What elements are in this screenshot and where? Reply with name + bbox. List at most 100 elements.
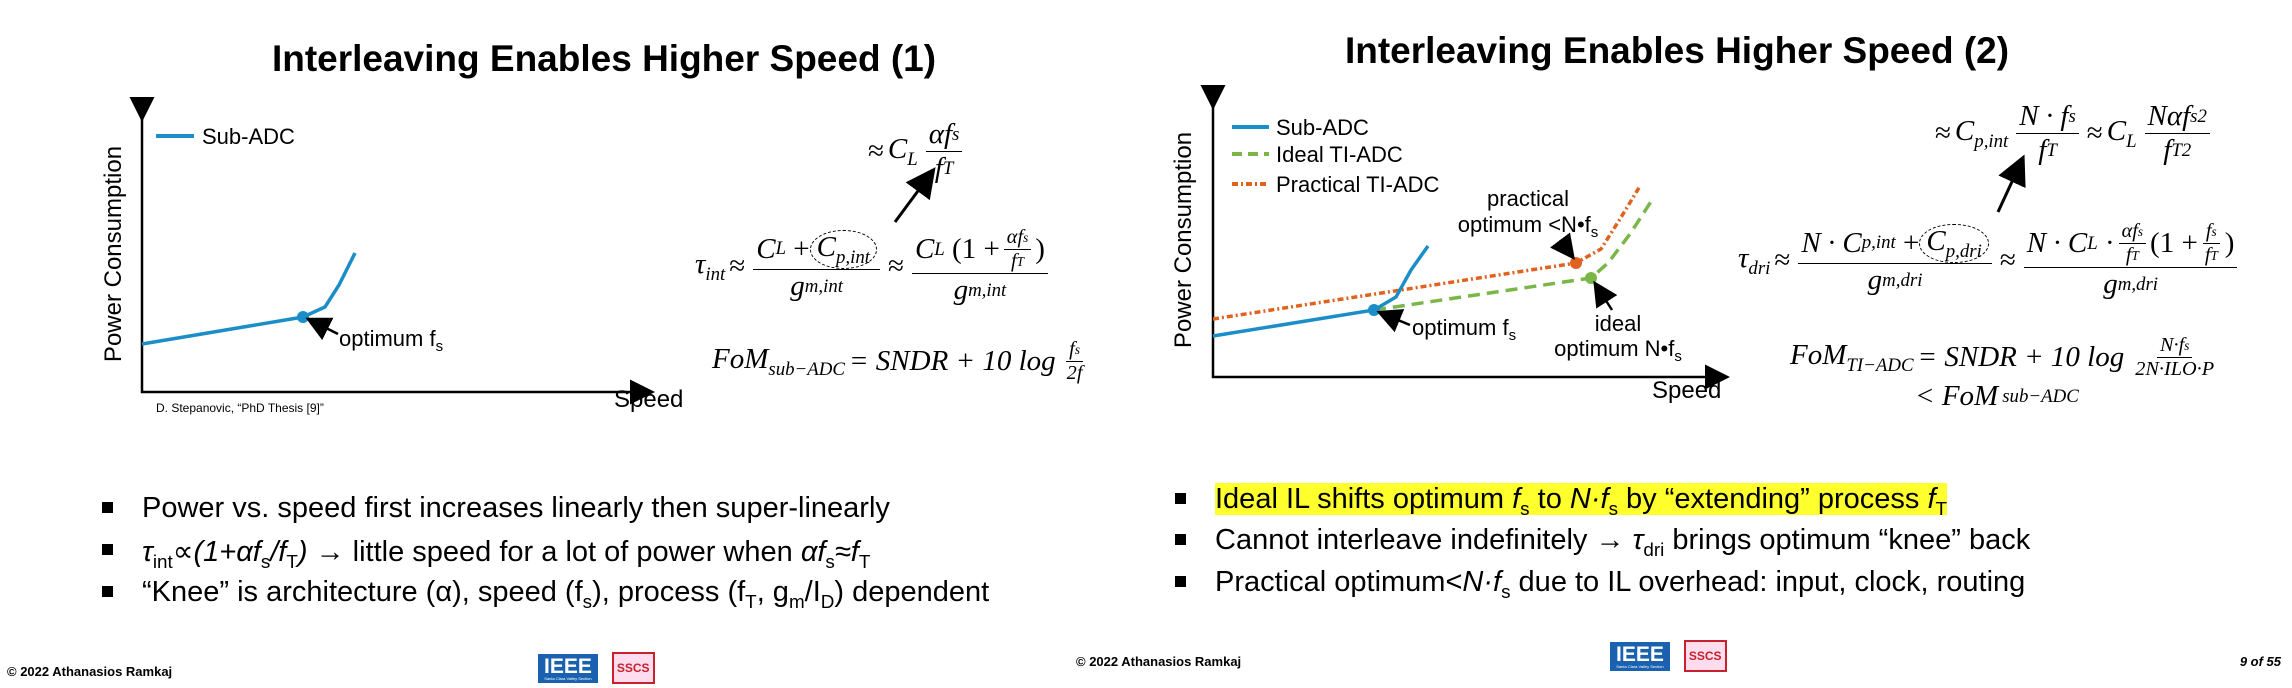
- text-run: s: [436, 338, 444, 355]
- text-run: f: [1069, 338, 1075, 360]
- text-run: < FoM: [1915, 380, 1999, 412]
- text-run: ≈: [1774, 244, 1791, 276]
- optimum-dot: [1368, 304, 1380, 316]
- dot: [102, 586, 113, 597]
- text-run: “Knee” is architecture (α), speed (f: [142, 576, 583, 608]
- text-run: f: [934, 152, 943, 184]
- text-run: s: [260, 550, 271, 572]
- text-run: ∝: [172, 536, 194, 568]
- text-run: /f: [270, 536, 287, 568]
- text-run: L: [775, 238, 787, 260]
- bullet: τint∝(1+αfs/fT) → little speed for a lot…: [102, 534, 871, 573]
- text-run: T: [745, 590, 757, 612]
- circ: Cp,dri: [1919, 223, 1989, 264]
- equation: ≈ CL αf s f T: [868, 118, 966, 185]
- arrow: [1996, 154, 2026, 213]
- text-run: ), process (f: [592, 576, 746, 608]
- text-run: τ: [695, 247, 706, 280]
- frac: αf s f T: [2118, 220, 2147, 267]
- x-axis-label: Speed: [1652, 377, 1721, 404]
- sscs-logo: SSCS: [1683, 640, 1727, 672]
- text-run: f: [2204, 244, 2211, 266]
- decoration: τdri: [1738, 242, 1770, 280]
- text-run: Practical optimum<: [1215, 566, 1463, 598]
- dot: [102, 502, 113, 513]
- dot: [1175, 493, 1186, 504]
- decoration: CL: [888, 133, 918, 171]
- dot: [102, 544, 113, 555]
- decoration: αf s: [925, 118, 963, 152]
- text-run: τ: [1738, 241, 1749, 274]
- text-run: N · C: [2026, 227, 2088, 259]
- text-run: D: [820, 590, 835, 612]
- legend-label: Practical TI-ADC: [1276, 172, 1440, 197]
- text-run: s: [1074, 341, 1080, 357]
- text-run: sub−ADC: [2002, 385, 2079, 407]
- legend-label: Sub-ADC: [1276, 115, 1369, 140]
- text-run: T: [858, 550, 871, 572]
- text-run: s: [825, 550, 835, 572]
- arrow: [1593, 280, 1618, 311]
- curve: [1212, 244, 1430, 338]
- annotation: ideal: [1595, 311, 1641, 336]
- circ: Cp,int: [809, 229, 878, 270]
- text-run: L: [907, 148, 918, 170]
- text-run: Ideal IL shifts optimum: [1215, 483, 1513, 515]
- text-run: , g: [756, 576, 789, 608]
- text-run: FoM: [712, 342, 769, 375]
- text-run: s: [2211, 223, 2217, 239]
- text-run: ≈: [2086, 117, 2103, 149]
- logos: IEEE Santa Clara Valley Section SSCS: [1610, 640, 1727, 672]
- text-run: L: [934, 238, 945, 260]
- decoration: τint: [695, 248, 725, 286]
- text-run: optimum N•f: [1554, 336, 1675, 361]
- decoration: g m,dri: [2100, 268, 2161, 301]
- text-run: ≈: [1999, 244, 2016, 276]
- optimum-dot: [1585, 272, 1597, 284]
- text-run: 2f: [1066, 362, 1083, 384]
- text-run: ≈: [729, 250, 746, 282]
- text-run: Santa Clara Valley Section: [544, 675, 592, 681]
- annotation: optimum <N•fs: [1458, 212, 1599, 241]
- text-run: m: [788, 590, 805, 612]
- decoration: N·f s: [2157, 334, 2193, 358]
- equation: < FoM sub−ADC: [1915, 380, 2079, 413]
- frac: αf s f T: [925, 118, 963, 185]
- ieee-logo: IEEE Santa Clara Valley Section: [1610, 641, 1670, 671]
- text-run: g: [2103, 268, 2118, 300]
- curve: [1373, 199, 1654, 312]
- text-run: ≈: [888, 250, 904, 282]
- text-run: s: [1501, 580, 1511, 602]
- frac: f s 2f: [1064, 338, 1086, 385]
- text-run: optimum <N•f: [1458, 212, 1592, 237]
- axes: [1200, 85, 1730, 390]
- text-run: s: [1608, 497, 1618, 519]
- text-run: s: [2184, 337, 2190, 353]
- decoration: Nαf s 2: [2144, 100, 2210, 134]
- hl: Ideal IL shifts optimum fs to N·fs by “e…: [1215, 483, 1948, 519]
- text-run: T: [2131, 247, 2139, 263]
- ieee-logo: IEEE Santa Clara Valley Section: [538, 653, 598, 683]
- sscs-logo: SSCS: [611, 652, 655, 684]
- text-run: τ: [1632, 524, 1644, 556]
- text-run: αf: [2121, 220, 2138, 242]
- text-run: sub−ADC: [768, 358, 845, 380]
- text-run: T: [2046, 139, 2057, 161]
- text-run: f: [1011, 250, 1017, 272]
- text-run: N·f: [2160, 334, 2185, 356]
- copyright: © 2022 Athanasios Ramkaj: [7, 664, 173, 679]
- text-run: FoM: [1790, 338, 1847, 371]
- legend-label: Sub-ADC: [202, 124, 295, 149]
- text-run: αf: [1006, 226, 1024, 248]
- text-run: ·: [2104, 227, 2115, 259]
